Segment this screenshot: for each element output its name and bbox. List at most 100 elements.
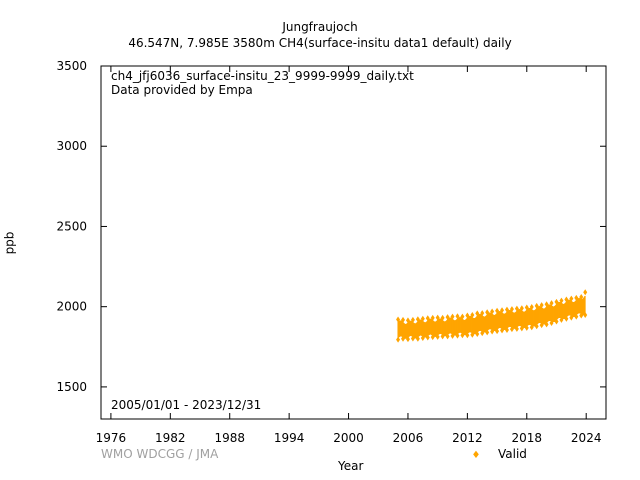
y-tick-label: 3500: [56, 59, 87, 73]
data-point: [549, 320, 554, 327]
x-tick-label: 2018: [512, 431, 543, 445]
data-point: [435, 333, 440, 340]
data-point: [465, 312, 470, 319]
data-point: [549, 300, 554, 307]
data-point: [564, 296, 569, 303]
data-point: [554, 298, 559, 305]
data-point: [534, 323, 539, 330]
file-annotation: ch4_jfj6036_surface-insitu_23_9999-9999_…: [111, 69, 414, 83]
y-tick-label: 3000: [56, 139, 87, 153]
data-point: [524, 304, 529, 311]
data-point: [420, 315, 425, 322]
x-axis: 1976 1982 1988 1994 2000 2006 2012 2018 2024: [96, 66, 602, 445]
data-point: [425, 315, 430, 322]
data-point: [445, 314, 450, 321]
data-point: [410, 335, 415, 342]
x-tick-label: 1976: [96, 431, 127, 445]
data-point: [539, 322, 544, 329]
plot-frame: [100, 65, 607, 420]
data-point: [509, 326, 514, 333]
data-point: [405, 336, 410, 343]
data-point: [430, 334, 435, 341]
data-point: [440, 333, 445, 340]
data-point: [583, 289, 588, 296]
data-point: [460, 332, 465, 339]
data-point: [480, 310, 485, 317]
data-point: [455, 332, 460, 339]
data-point: [401, 335, 406, 342]
data-point: [583, 312, 588, 319]
data-point: [396, 316, 401, 323]
data-point: [425, 334, 430, 341]
data-point: [415, 316, 420, 323]
data-point: [405, 317, 410, 324]
chart-title: Jungfraujoch: [282, 20, 358, 34]
data-point: [529, 304, 534, 311]
data-point: [460, 313, 465, 320]
data-point: [450, 313, 455, 320]
data-point: [490, 328, 495, 335]
x-tick-label: 1988: [214, 431, 245, 445]
x-tick-label: 1994: [274, 431, 305, 445]
data-point: [495, 307, 500, 314]
period-annotation: 2005/01/01 - 2023/12/31: [111, 398, 262, 412]
x-tick-label: 1982: [155, 431, 186, 445]
data-point: [514, 305, 519, 312]
data-point: [504, 306, 509, 313]
credit-text: WMO WDCGG / JMA: [101, 447, 219, 461]
legend-label-valid: Valid: [498, 447, 527, 461]
legend: ♦ Valid: [470, 447, 527, 461]
data-point: [519, 325, 524, 332]
data-point: [470, 312, 475, 319]
x-axis-label: Year: [338, 459, 364, 473]
data-point: [465, 332, 470, 339]
data-point: [559, 316, 564, 323]
data-point: [529, 324, 534, 331]
x-tick-label: 2000: [333, 431, 364, 445]
y-tick-label: 1500: [56, 380, 87, 394]
data-point: [430, 314, 435, 321]
data-point: [544, 301, 549, 308]
data-point: [495, 328, 500, 335]
data-point: [435, 314, 440, 321]
data-point: [514, 325, 519, 332]
y-axis-label: ppb: [2, 231, 17, 255]
data-point: [475, 310, 480, 317]
x-tick-label: 2024: [571, 431, 602, 445]
data-point: [450, 332, 455, 339]
data-point: [415, 335, 420, 342]
y-axis: 1500 2000 2500 3000 3500: [56, 59, 606, 394]
data-point: [475, 330, 480, 337]
data-point: [485, 309, 490, 316]
data-point: [564, 315, 569, 322]
data-point: [500, 327, 505, 334]
data-point: [504, 326, 509, 333]
data-point: [420, 334, 425, 341]
data-point: [401, 316, 406, 323]
data-point: [579, 312, 584, 319]
data-point: [500, 307, 505, 314]
data-point: [470, 331, 475, 338]
provider-annotation: Data provided by Empa: [111, 83, 253, 97]
y-tick-label: 2500: [56, 219, 87, 233]
data-point: [539, 302, 544, 309]
chart-subtitle: 46.547N, 7.985E 3580m CH4(surface-insitu…: [128, 36, 512, 50]
data-point: [410, 316, 415, 323]
data-point: [519, 305, 524, 312]
data-point: [574, 313, 579, 320]
data-point: [455, 313, 460, 320]
data-point: [559, 297, 564, 304]
data-point: [445, 333, 450, 340]
data-point: [509, 306, 514, 313]
data-point: [396, 336, 401, 343]
data-point: [554, 318, 559, 325]
data-point: [574, 294, 579, 301]
data-point: [569, 295, 574, 302]
data-point: [480, 330, 485, 337]
data-point: [485, 329, 490, 336]
data-point: [440, 314, 445, 321]
x-tick-label: 2012: [452, 431, 483, 445]
data-point: [544, 321, 549, 328]
data-point: [524, 324, 529, 331]
